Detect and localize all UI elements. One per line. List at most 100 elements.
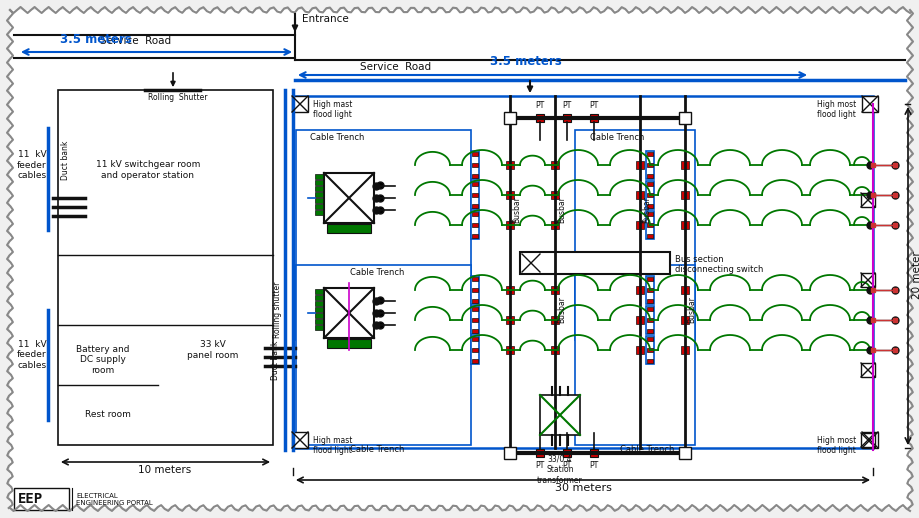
Text: PT: PT bbox=[589, 101, 598, 110]
Bar bbox=[645, 336, 653, 364]
Bar bbox=[314, 210, 323, 215]
Bar bbox=[471, 276, 479, 304]
Bar bbox=[646, 182, 652, 186]
Bar bbox=[291, 432, 308, 448]
Bar bbox=[314, 319, 323, 324]
Bar bbox=[471, 204, 478, 208]
Bar bbox=[646, 337, 652, 341]
Text: High mast
flood light: High mast flood light bbox=[312, 100, 352, 120]
Text: Duct bank: Duct bank bbox=[271, 340, 280, 380]
Text: Service  Road: Service Road bbox=[100, 36, 171, 46]
Bar bbox=[680, 316, 688, 324]
Bar bbox=[14, 488, 69, 510]
Bar bbox=[471, 234, 478, 238]
Bar bbox=[646, 212, 652, 216]
Bar bbox=[539, 395, 579, 435]
Bar bbox=[646, 288, 652, 292]
Bar bbox=[471, 318, 478, 322]
Text: Entrance: Entrance bbox=[301, 14, 348, 24]
Bar bbox=[471, 174, 478, 178]
Bar bbox=[646, 329, 652, 333]
Text: Rest room: Rest room bbox=[85, 410, 130, 420]
Bar bbox=[471, 359, 478, 363]
Text: 33/0.4
Station
transformer: 33/0.4 Station transformer bbox=[537, 455, 583, 485]
Bar bbox=[646, 223, 652, 227]
Text: Busbar: Busbar bbox=[512, 196, 520, 223]
Bar bbox=[471, 181, 479, 209]
Bar bbox=[589, 449, 597, 457]
Text: High most
flood light: High most flood light bbox=[816, 436, 855, 455]
Bar bbox=[645, 306, 653, 334]
Bar bbox=[646, 359, 652, 363]
Bar bbox=[646, 277, 652, 281]
Bar bbox=[680, 346, 688, 354]
Bar bbox=[562, 449, 571, 457]
Bar bbox=[536, 114, 543, 122]
Bar bbox=[314, 301, 323, 306]
Bar bbox=[680, 221, 688, 229]
Bar bbox=[635, 316, 643, 324]
Text: Cable Trench: Cable Trench bbox=[349, 268, 404, 277]
Text: Busbar: Busbar bbox=[686, 297, 696, 323]
Text: Service  Road: Service Road bbox=[359, 62, 431, 72]
Bar bbox=[550, 286, 559, 294]
Text: High mast
flood light: High mast flood light bbox=[312, 436, 352, 455]
Bar bbox=[471, 329, 478, 333]
Bar bbox=[646, 348, 652, 352]
Bar bbox=[291, 96, 308, 112]
Text: Bus section
disconnecting switch: Bus section disconnecting switch bbox=[675, 255, 763, 275]
Bar bbox=[314, 313, 323, 318]
Bar bbox=[314, 186, 323, 191]
Bar bbox=[646, 307, 652, 311]
Bar bbox=[574, 130, 694, 340]
Bar bbox=[505, 221, 514, 229]
Bar bbox=[314, 192, 323, 197]
Bar bbox=[314, 198, 323, 203]
Bar bbox=[314, 307, 323, 312]
Bar bbox=[589, 114, 597, 122]
Text: Cable Trench: Cable Trench bbox=[349, 445, 404, 454]
Text: Duct bank: Duct bank bbox=[62, 140, 71, 180]
Bar bbox=[550, 161, 559, 169]
Bar bbox=[680, 286, 688, 294]
Bar bbox=[314, 295, 323, 300]
Bar bbox=[471, 223, 478, 227]
Bar bbox=[296, 265, 471, 445]
Bar bbox=[550, 221, 559, 229]
Bar bbox=[645, 181, 653, 209]
Bar bbox=[680, 191, 688, 199]
Bar bbox=[296, 130, 471, 340]
Text: Rolling shutter: Rolling shutter bbox=[273, 282, 282, 338]
Bar bbox=[646, 318, 652, 322]
Bar bbox=[471, 307, 478, 311]
Bar bbox=[635, 346, 643, 354]
Bar bbox=[471, 299, 478, 303]
Bar bbox=[323, 173, 374, 223]
Bar bbox=[536, 449, 543, 457]
Bar bbox=[645, 276, 653, 304]
Bar bbox=[505, 161, 514, 169]
Bar bbox=[550, 191, 559, 199]
Bar bbox=[550, 346, 559, 354]
Bar bbox=[645, 151, 653, 179]
Bar bbox=[471, 163, 478, 167]
Bar bbox=[314, 180, 323, 185]
Bar bbox=[860, 273, 874, 287]
Bar bbox=[314, 174, 323, 179]
Bar bbox=[635, 161, 643, 169]
Text: 3.5 meters: 3.5 meters bbox=[490, 55, 562, 68]
Bar bbox=[314, 204, 323, 209]
Text: Busbar: Busbar bbox=[641, 196, 651, 223]
Bar bbox=[861, 96, 877, 112]
Bar bbox=[471, 193, 478, 197]
Text: Busbar: Busbar bbox=[556, 297, 565, 323]
Bar bbox=[574, 265, 694, 445]
Bar bbox=[635, 286, 643, 294]
Text: 11  kV
feeder
cables: 11 kV feeder cables bbox=[17, 340, 47, 370]
Text: PT: PT bbox=[562, 461, 571, 470]
Bar bbox=[646, 152, 652, 156]
Bar bbox=[471, 336, 479, 364]
Text: ELECTRICAL
ENGINEERING PORTAL: ELECTRICAL ENGINEERING PORTAL bbox=[76, 493, 153, 506]
Bar bbox=[646, 204, 652, 208]
Bar bbox=[505, 191, 514, 199]
